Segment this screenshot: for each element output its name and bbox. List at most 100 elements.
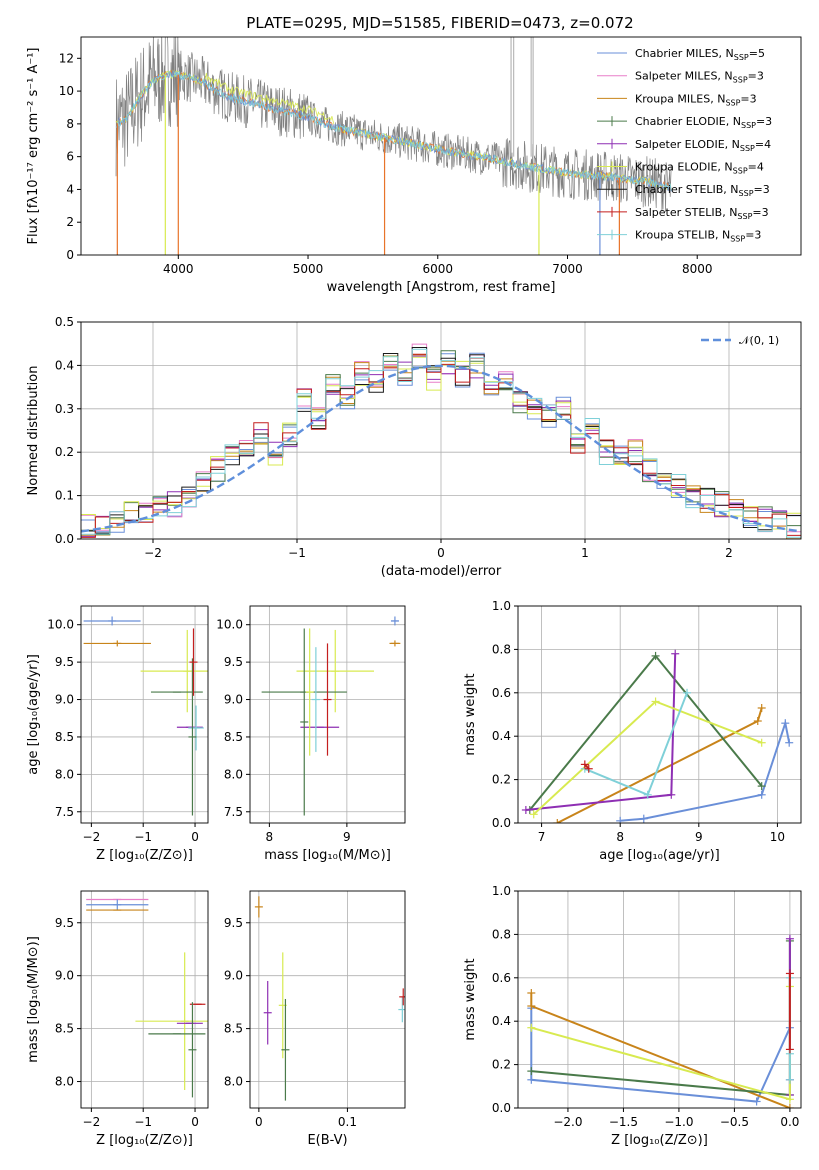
y-tick-label: 8 (66, 117, 74, 131)
axes-frame (249, 605, 406, 824)
y-tick-label: 0.2 (55, 445, 74, 459)
legend-label: Chabrier ELODIE, NSSP=3 (635, 115, 772, 130)
axes-frame (517, 890, 802, 1109)
legend-label: Kroupa ELODIE, NSSP=4 (635, 161, 764, 176)
axes-frame (249, 890, 406, 1109)
y-tick-label: 9.0 (224, 969, 243, 983)
legend-label: Kroupa STELIB, NSSP=3 (635, 229, 761, 244)
x-tick-label: 7 (538, 830, 546, 844)
y-tick-label: 12 (59, 51, 74, 65)
x-tick-label: −2 (83, 830, 101, 844)
y-tick-label: 6 (66, 150, 74, 164)
y-tick-label: 4 (66, 182, 74, 196)
residuals-panel: −2 −1 0 1 2 0.0 0.1 0.2 0.3 0.4 0.5 (data-model)/er… (26, 315, 802, 579)
y-tick-label: 9.5 (224, 916, 243, 930)
y-tick-label: 9.5 (224, 655, 243, 669)
x-tick-label: 9 (695, 830, 703, 844)
mass-weight-line (531, 940, 791, 1097)
x-tick-label: 0 (191, 830, 199, 844)
spectrum-plot-area (115, 37, 672, 255)
y-tick-label: 0.0 (55, 532, 74, 546)
model-spectrum (115, 70, 672, 191)
x-axis-label: wavelength [Angstrom, rest frame] (327, 280, 556, 295)
spectrum-legend: Chabrier MILES, NSSP=5 Salpeter MILES, NS… (597, 47, 772, 244)
x-tick-label: −1.0 (664, 1115, 693, 1129)
x-axis-label: Z [log₁₀(Z/Z⊙)] (611, 1133, 708, 1148)
x-axis-label: Z [log₁₀(Z/Z⊙)] (96, 848, 193, 863)
y-tick-label: 8.5 (224, 1022, 243, 1036)
y-tick-label: 0.6 (492, 686, 511, 700)
massweight_vs_z-plot-area (527, 934, 794, 1108)
x-tick-label: 0.0 (780, 1115, 799, 1129)
y-tick-label: 10.0 (47, 618, 74, 632)
axes-frame (80, 890, 209, 1109)
x-axis-label: age [log₁₀(age/yr)] (599, 848, 720, 863)
x-tick-label: 2 (725, 546, 733, 560)
y-tick-label: 0.1 (55, 489, 74, 503)
y-axis-label: mass weight (463, 958, 478, 1040)
age_vs_z-panel: −2 −1 0 7.5 8.0 8.5 9.0 9.5 10.0 Z [log₁₀(Z/Z⊙)] a… (26, 605, 209, 863)
y-tick-label: 0.8 (492, 927, 511, 941)
y-tick-label: 0.4 (492, 729, 511, 743)
x-tick-label: 1 (581, 546, 589, 560)
residuals-plot-area (81, 343, 801, 539)
y-tick-label: 7.5 (55, 805, 74, 819)
residual-histogram (81, 353, 801, 538)
x-tick-label: −2 (144, 546, 162, 560)
x-axis-label: (data-model)/error (381, 564, 502, 579)
y-tick-label: 8.0 (224, 1075, 243, 1089)
y-tick-label: 10 (59, 84, 74, 98)
mass_vs_z-panel: −2 −1 0 8.0 8.5 9.0 9.5 Z [log₁₀(Z/Z⊙)] mass [lo… (26, 890, 209, 1148)
x-tick-label: −1 (134, 830, 152, 844)
x-tick-label: 0 (255, 1115, 263, 1129)
y-tick-label: 7.5 (224, 805, 243, 819)
y-tick-label: 0.0 (492, 1101, 511, 1115)
legend-label: 𝒩(0, 1) (739, 334, 779, 347)
x-axis-label: mass [log₁₀(M/M⊙)] (264, 848, 391, 863)
x-tick-label: 4000 (163, 262, 194, 276)
legend-label: Salpeter ELODIE, NSSP=4 (635, 138, 771, 153)
y-axis-label: mass weight (463, 673, 478, 755)
y-tick-label: 9.5 (55, 916, 74, 930)
y-tick-label: 8.5 (55, 1022, 74, 1036)
x-tick-label: −1.5 (609, 1115, 638, 1129)
y-tick-label: 1.0 (492, 884, 511, 898)
axes-frame (80, 321, 802, 540)
legend-label: Salpeter MILES, NSSP=3 (635, 70, 764, 85)
age_vs_mass-plot-area (261, 616, 401, 816)
y-tick-label: 0 (66, 248, 74, 262)
x-axis-label: Z [log₁₀(Z/Z⊙)] (96, 1133, 193, 1148)
mass-weight-line (530, 1008, 791, 1103)
x-tick-label: 8 (266, 830, 274, 844)
mass-weight-line (620, 719, 791, 822)
y-tick-label: 0.5 (55, 315, 74, 329)
y-tick-label: 9.0 (55, 969, 74, 983)
y-axis-label: Flux [fλ10⁻¹⁷ erg cm⁻² s⁻¹ A⁻¹] (26, 48, 41, 245)
y-tick-label: 8.5 (55, 730, 74, 744)
x-tick-label: 8000 (682, 262, 713, 276)
x-tick-label: 0 (191, 1115, 199, 1129)
x-tick-label: 0 (437, 546, 445, 560)
y-axis-label: mass [log₁₀(M/M⊙)] (26, 936, 41, 1063)
y-tick-label: 0.4 (55, 358, 74, 372)
y-tick-label: 0.4 (492, 1014, 511, 1028)
x-tick-label: −1 (134, 1115, 152, 1129)
y-tick-label: 0.6 (492, 971, 511, 985)
x-tick-label: 5000 (293, 262, 324, 276)
y-tick-label: 0.8 (492, 642, 511, 656)
y-axis-label: Normed distribution (26, 366, 41, 496)
axes-frame (517, 605, 802, 824)
y-tick-label: 0.3 (55, 402, 74, 416)
y-tick-label: 8.0 (224, 767, 243, 781)
y-tick-label: 9.5 (55, 655, 74, 669)
x-tick-label: 0.1 (338, 1115, 357, 1129)
x-axis-label: E(B-V) (307, 1133, 347, 1148)
x-tick-label: 8 (616, 830, 624, 844)
legend-label: Chabrier STELIB, NSSP=3 (635, 183, 770, 198)
massweight_vs_age-plot-area (521, 649, 794, 823)
age_vs_z-plot-area (83, 616, 208, 816)
gaussian-curve (81, 364, 801, 533)
x-tick-label: 10 (770, 830, 785, 844)
x-tick-label: −2.0 (553, 1115, 582, 1129)
x-tick-label: −0.5 (720, 1115, 749, 1129)
